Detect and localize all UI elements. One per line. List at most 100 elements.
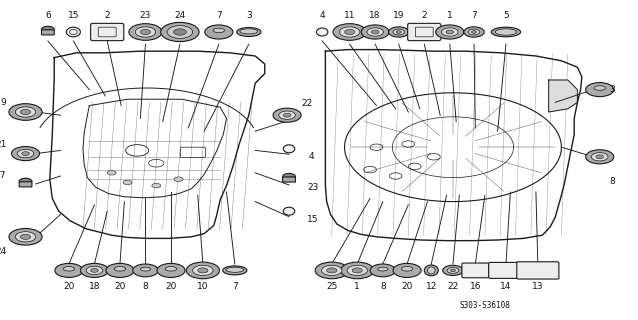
Text: 5: 5: [503, 12, 509, 20]
Circle shape: [106, 263, 134, 277]
Circle shape: [123, 180, 132, 185]
Text: 23: 23: [307, 183, 318, 192]
Circle shape: [396, 31, 401, 33]
Circle shape: [586, 83, 614, 97]
FancyBboxPatch shape: [19, 182, 32, 187]
Circle shape: [464, 27, 484, 37]
Circle shape: [9, 228, 42, 245]
Circle shape: [347, 265, 367, 276]
Circle shape: [361, 25, 389, 39]
Text: 8: 8: [609, 177, 616, 186]
Circle shape: [322, 265, 342, 276]
Ellipse shape: [491, 27, 521, 37]
Circle shape: [436, 25, 464, 39]
Circle shape: [19, 178, 32, 185]
Circle shape: [443, 265, 463, 276]
Circle shape: [20, 234, 31, 239]
Text: 9: 9: [0, 98, 6, 107]
Circle shape: [352, 268, 362, 273]
FancyBboxPatch shape: [41, 30, 54, 35]
Circle shape: [447, 268, 459, 273]
Text: 18: 18: [369, 12, 381, 20]
Text: 16: 16: [470, 282, 481, 291]
Circle shape: [174, 177, 183, 181]
Circle shape: [11, 147, 40, 161]
Circle shape: [370, 264, 396, 277]
Ellipse shape: [66, 27, 80, 37]
Text: 18: 18: [89, 282, 100, 291]
Text: 1: 1: [354, 282, 360, 291]
Text: 24: 24: [0, 247, 6, 256]
Ellipse shape: [213, 28, 225, 33]
Circle shape: [283, 113, 291, 117]
Circle shape: [129, 24, 162, 40]
Ellipse shape: [240, 29, 258, 34]
Text: 24: 24: [174, 12, 186, 20]
Ellipse shape: [495, 29, 517, 35]
Circle shape: [339, 27, 360, 37]
Ellipse shape: [283, 145, 295, 153]
Text: 14: 14: [500, 282, 512, 291]
Ellipse shape: [223, 266, 247, 275]
Circle shape: [345, 29, 355, 35]
FancyBboxPatch shape: [462, 263, 489, 278]
Circle shape: [279, 111, 295, 119]
Circle shape: [591, 153, 608, 161]
FancyBboxPatch shape: [489, 262, 523, 278]
Text: 23: 23: [140, 12, 151, 20]
Text: 13: 13: [532, 282, 544, 291]
Text: 3: 3: [246, 12, 252, 20]
Circle shape: [91, 268, 98, 272]
Circle shape: [157, 263, 185, 277]
Circle shape: [333, 24, 366, 40]
Circle shape: [446, 30, 454, 34]
Text: 7: 7: [232, 282, 238, 291]
Circle shape: [283, 173, 295, 180]
Text: 7: 7: [471, 12, 477, 20]
Text: 8: 8: [380, 282, 386, 291]
Text: 11: 11: [344, 12, 355, 20]
Circle shape: [80, 263, 108, 277]
Circle shape: [389, 27, 409, 37]
Ellipse shape: [114, 267, 126, 271]
Circle shape: [15, 232, 36, 242]
Text: 2: 2: [422, 12, 427, 20]
Text: 6: 6: [45, 12, 51, 20]
Circle shape: [167, 26, 193, 38]
Text: 22: 22: [447, 282, 459, 291]
Text: 20: 20: [114, 282, 126, 291]
Circle shape: [86, 266, 103, 275]
Text: 15: 15: [68, 12, 79, 20]
Text: S303-S36108: S303-S36108: [459, 301, 510, 310]
Text: 17: 17: [0, 171, 6, 180]
Text: 4: 4: [320, 12, 325, 20]
Circle shape: [393, 29, 404, 35]
Ellipse shape: [594, 86, 605, 90]
Circle shape: [140, 29, 151, 35]
Ellipse shape: [237, 28, 261, 36]
Circle shape: [135, 27, 156, 37]
Circle shape: [9, 104, 42, 120]
Circle shape: [161, 22, 199, 42]
Ellipse shape: [427, 267, 435, 274]
Ellipse shape: [378, 267, 388, 271]
Circle shape: [341, 262, 374, 279]
Circle shape: [367, 28, 383, 36]
Text: 20: 20: [165, 282, 177, 291]
Circle shape: [186, 262, 219, 279]
Circle shape: [15, 107, 36, 117]
Ellipse shape: [424, 265, 438, 276]
Circle shape: [586, 150, 614, 164]
FancyBboxPatch shape: [91, 23, 124, 41]
FancyBboxPatch shape: [408, 23, 441, 41]
Text: 3: 3: [609, 85, 616, 94]
Text: 15: 15: [307, 215, 318, 224]
Circle shape: [198, 268, 208, 273]
Circle shape: [273, 108, 301, 122]
Circle shape: [468, 29, 480, 35]
Text: 20: 20: [401, 282, 413, 291]
Text: 19: 19: [393, 12, 404, 20]
Ellipse shape: [401, 267, 413, 271]
Text: 2: 2: [105, 12, 110, 20]
Circle shape: [107, 171, 116, 175]
